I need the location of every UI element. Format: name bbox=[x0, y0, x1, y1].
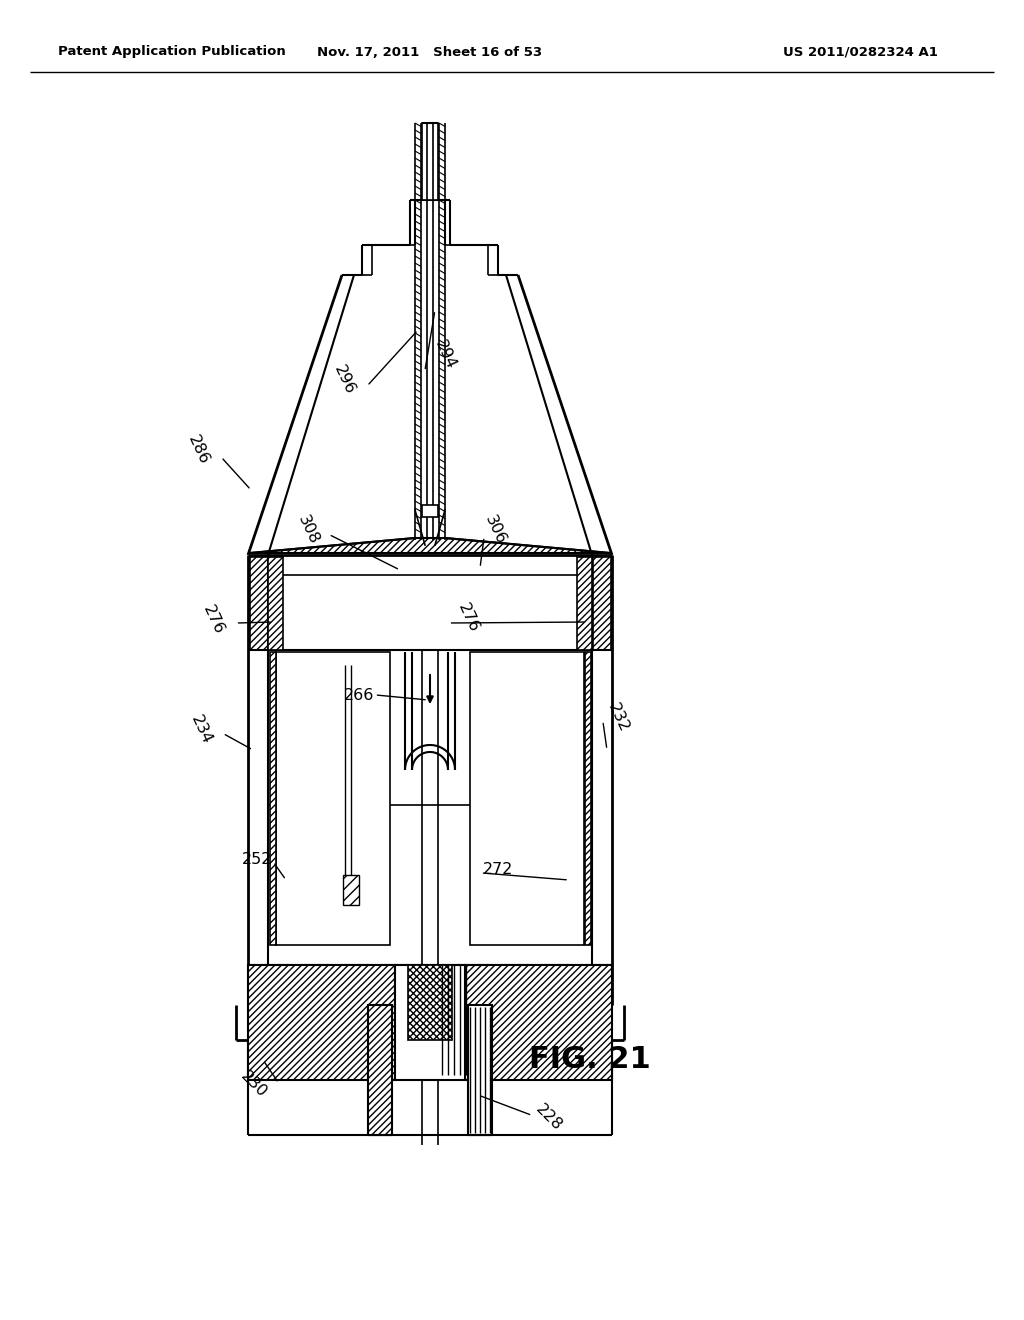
Bar bbox=[270, 652, 276, 945]
Text: 228: 228 bbox=[534, 1102, 565, 1134]
Text: FIG. 21: FIG. 21 bbox=[529, 1045, 651, 1074]
Text: 286: 286 bbox=[185, 433, 212, 467]
Bar bbox=[577, 557, 592, 649]
Text: 252: 252 bbox=[242, 853, 272, 867]
Bar bbox=[465, 965, 612, 1080]
Text: 234: 234 bbox=[188, 713, 215, 747]
Text: 308: 308 bbox=[296, 513, 322, 546]
Text: 272: 272 bbox=[483, 862, 513, 878]
Bar bbox=[343, 875, 359, 906]
Bar bbox=[422, 123, 438, 201]
Polygon shape bbox=[250, 539, 610, 553]
Bar bbox=[248, 965, 395, 1080]
Bar bbox=[250, 557, 268, 649]
Text: 296: 296 bbox=[332, 363, 358, 397]
Bar bbox=[395, 965, 465, 1080]
Text: Nov. 17, 2011   Sheet 16 of 53: Nov. 17, 2011 Sheet 16 of 53 bbox=[317, 45, 543, 58]
Bar bbox=[408, 965, 452, 1040]
Text: US 2011/0282324 A1: US 2011/0282324 A1 bbox=[782, 45, 937, 58]
Text: 276: 276 bbox=[201, 603, 227, 638]
Text: 306: 306 bbox=[482, 513, 508, 546]
Text: 232: 232 bbox=[605, 701, 632, 735]
Text: Patent Application Publication: Patent Application Publication bbox=[58, 45, 286, 58]
Bar bbox=[593, 557, 611, 649]
Text: 276: 276 bbox=[455, 601, 481, 635]
Bar bbox=[468, 1005, 492, 1135]
Bar bbox=[276, 652, 390, 945]
Text: 294: 294 bbox=[432, 338, 459, 372]
Bar bbox=[470, 652, 584, 945]
Text: 230: 230 bbox=[238, 1069, 270, 1101]
Bar bbox=[368, 1005, 392, 1135]
Bar bbox=[422, 506, 438, 517]
Bar bbox=[585, 652, 591, 945]
Bar bbox=[268, 557, 283, 649]
Text: 266: 266 bbox=[344, 688, 374, 702]
